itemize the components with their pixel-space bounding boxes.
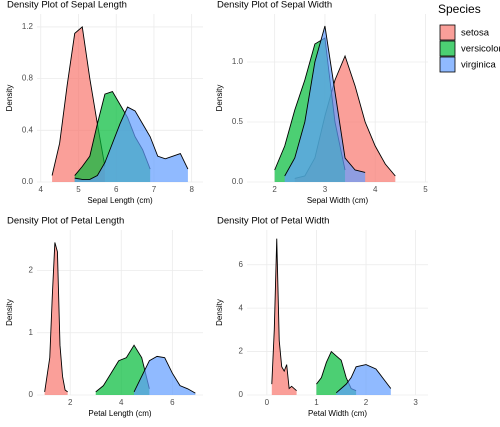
x-tick-label: 6 <box>114 185 119 194</box>
density-area <box>284 26 366 182</box>
x-axis-title: Petal Width (cm) <box>308 409 367 418</box>
x-tick-label: 4 <box>39 185 44 194</box>
legend-key <box>439 40 456 57</box>
chart-title: Density Plot of Sepal Width <box>217 0 332 11</box>
legend-label: versicolor <box>461 44 500 55</box>
y-axis-title: Density <box>5 85 14 112</box>
density-line <box>133 355 196 394</box>
density-area <box>52 26 105 182</box>
y-axis-title: Density <box>215 299 224 326</box>
legend-label: virginica <box>461 60 497 71</box>
density-line <box>44 242 68 393</box>
density-line <box>284 25 366 177</box>
x-tick-label: 8 <box>189 185 194 194</box>
density-line <box>51 26 106 176</box>
chart-title: Density Plot of Petal Width <box>217 216 329 227</box>
density-area <box>74 107 188 182</box>
y-axis-title: Density <box>215 85 224 112</box>
legend-label: setosa <box>461 28 490 39</box>
y-tick-label: 6 <box>239 260 244 269</box>
y-tick-label: 1.2 <box>22 22 34 31</box>
chart-title: Density Plot of Petal Length <box>7 216 124 227</box>
density-area <box>336 364 391 395</box>
density-area <box>134 356 196 395</box>
y-tick-label: 0 <box>239 390 244 399</box>
x-tick-label: 7 <box>152 185 157 194</box>
x-tick-label: 3 <box>413 398 418 407</box>
density-line <box>74 106 189 180</box>
density-area <box>95 345 150 395</box>
density-area <box>271 238 297 395</box>
y-tick-label: 2 <box>239 347 244 356</box>
y-tick-label: 0.4 <box>22 125 34 134</box>
x-axis-title: Sepal Length (cm) <box>87 196 153 205</box>
x-tick-label: 3 <box>323 185 328 194</box>
y-tick-label: 4 <box>239 303 244 312</box>
y-tick-label: 1 <box>29 328 34 337</box>
density-line <box>271 238 297 391</box>
density-line <box>95 344 150 393</box>
density-area <box>44 242 68 395</box>
x-tick-label: 5 <box>423 185 428 194</box>
x-axis-title: Petal Length (cm) <box>88 409 151 418</box>
x-tick-label: 2 <box>68 398 73 407</box>
y-tick-label: 0 <box>29 390 34 399</box>
density-line <box>335 364 392 394</box>
y-tick-label: 1.0 <box>232 57 244 66</box>
x-tick-label: 1 <box>314 398 319 407</box>
y-tick-label: 0.0 <box>22 177 34 186</box>
chart-title: Density Plot of Sepal Length <box>7 0 127 11</box>
legend-key <box>439 56 456 73</box>
y-tick-label: 0.0 <box>232 177 244 186</box>
x-tick-label: 2 <box>364 398 369 407</box>
y-tick-label: 0.8 <box>22 74 34 83</box>
legend-title: Species <box>438 2 481 16</box>
y-tick-label: 0.5 <box>232 117 244 126</box>
x-axis-title: Sepal Width (cm) <box>307 196 369 205</box>
x-tick-label: 6 <box>170 398 175 407</box>
y-axis-title: Density <box>5 299 14 326</box>
x-tick-label: 2 <box>272 185 277 194</box>
x-tick-label: 4 <box>119 398 124 407</box>
y-tick-label: 2 <box>29 266 34 275</box>
x-tick-label: 5 <box>76 185 81 194</box>
legend-key <box>439 24 456 41</box>
x-tick-label: 4 <box>373 185 378 194</box>
x-tick-label: 0 <box>265 398 270 407</box>
